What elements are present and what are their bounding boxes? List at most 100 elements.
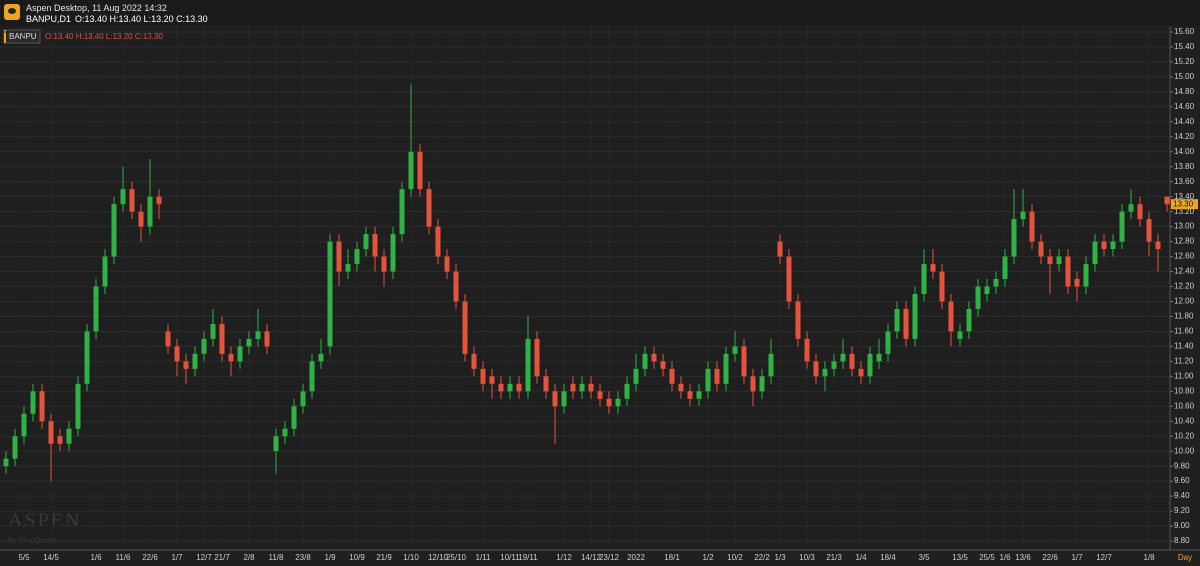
candle-body — [75, 383, 81, 429]
candle-body — [741, 346, 747, 377]
candle-body — [489, 376, 495, 384]
y-tick-label: 11.40 — [1174, 341, 1194, 350]
title-bar: Aspen Desktop, 11 Aug 2022 14:32 BANPU,D… — [0, 0, 1200, 26]
y-tick-label: 12.80 — [1174, 237, 1195, 246]
candle-body — [66, 428, 72, 444]
x-tick-label: 1/9 — [324, 553, 336, 562]
y-tick-label: 11.80 — [1174, 312, 1194, 321]
candle-body — [633, 368, 639, 384]
candle-body — [849, 353, 855, 369]
x-tick-label: 1/7 — [1071, 553, 1083, 562]
candle-body — [417, 151, 423, 190]
y-tick-label: 14.40 — [1174, 117, 1195, 126]
candle-body — [1065, 256, 1071, 287]
candle-body — [993, 279, 999, 287]
y-tick-label: 12.20 — [1174, 282, 1195, 291]
y-tick-label: 14.00 — [1174, 147, 1195, 156]
x-tick-label: 10/11 — [500, 553, 520, 562]
candle-body — [903, 308, 909, 339]
candle-body — [507, 383, 513, 392]
candle-body — [201, 338, 207, 354]
y-tick-label: 9.40 — [1174, 491, 1190, 500]
candle-body — [579, 383, 585, 392]
candle-body — [966, 308, 972, 332]
candle-body — [3, 458, 9, 467]
candle-body — [615, 398, 621, 407]
y-tick-label: 11.00 — [1174, 371, 1194, 380]
x-tick-label: 10/9 — [349, 553, 365, 562]
candle-body — [282, 428, 288, 437]
y-tick-label: 14.80 — [1174, 87, 1195, 96]
candle-body — [786, 256, 792, 302]
x-tick-label: 22/2 — [754, 553, 770, 562]
candle-body — [822, 368, 828, 377]
candle-body — [444, 256, 450, 272]
candle-body — [156, 196, 162, 205]
x-tick-label: 10/3 — [799, 553, 815, 562]
candle-body — [552, 391, 558, 407]
x-tick-label: 12/7 — [1096, 553, 1112, 562]
candle-body — [732, 346, 738, 354]
candle-body — [1092, 241, 1098, 265]
x-tick-label: 12/10 — [428, 553, 449, 562]
candle-body — [714, 368, 720, 384]
y-tick-label: 12.60 — [1174, 252, 1195, 261]
candle-body — [651, 353, 657, 362]
candle-body — [606, 398, 612, 407]
candle-body — [876, 353, 882, 362]
x-tick-label: 10/2 — [727, 553, 743, 562]
candle-body — [480, 368, 486, 384]
x-tick-label: 3/5 — [918, 553, 930, 562]
candle-body — [345, 264, 351, 272]
last-price-tag — [1171, 199, 1198, 210]
y-tick-label: 13.60 — [1174, 177, 1195, 186]
y-tick-label: 10.80 — [1174, 386, 1195, 395]
candle-body — [984, 286, 990, 294]
candle-body — [840, 353, 846, 362]
x-tick-label: 2/8 — [243, 553, 255, 562]
x-tick-label: 25/5 — [979, 553, 995, 562]
candle-body — [777, 241, 783, 257]
candle-body — [885, 331, 891, 354]
candle-body — [588, 383, 594, 392]
x-tick-label: 21/9 — [376, 553, 392, 562]
x-tick-label: 1/4 — [855, 553, 867, 562]
candle-body — [795, 301, 801, 339]
candle-body — [939, 271, 945, 302]
candle-body — [12, 436, 18, 459]
candle-body — [1101, 241, 1107, 250]
candle-body — [363, 234, 369, 250]
chart-ohlc: O:13.40 H:13.40 L:13.20 C:13.30 — [45, 32, 163, 41]
x-tick-label: 13/5 — [952, 553, 968, 562]
y-tick-label: 9.60 — [1174, 476, 1190, 485]
candle-body — [183, 361, 189, 369]
candle-body — [147, 196, 153, 227]
candle-body — [138, 211, 144, 227]
y-tick-label: 10.40 — [1174, 416, 1195, 425]
y-tick-label: 15.00 — [1174, 72, 1195, 81]
candle-body — [39, 391, 45, 422]
candle-body — [210, 323, 216, 339]
candle-body — [165, 331, 171, 347]
candle-body — [408, 151, 414, 190]
candle-body — [498, 383, 504, 392]
candle-body — [372, 234, 378, 257]
candle-body — [246, 338, 252, 347]
y-tick-label: 10.00 — [1174, 446, 1195, 455]
y-tick-label: 13.40 — [1174, 192, 1195, 201]
x-tick-label: 1/10 — [403, 553, 419, 562]
candle-body — [867, 353, 873, 377]
candle-body — [678, 383, 684, 392]
candle-body — [831, 361, 837, 369]
candle-body — [1083, 264, 1089, 287]
candle-body — [669, 368, 675, 384]
candle-body — [1074, 279, 1080, 287]
symbol-line: BANPU,D1 O:13.40 H:13.40 L:13.20 C:13.30 — [26, 14, 212, 24]
x-tick-label: 18/1 — [664, 553, 680, 562]
x-tick-label: 11/8 — [269, 553, 285, 562]
candle-body — [1164, 196, 1170, 205]
x-tick-label: 1/12 — [556, 553, 572, 562]
candle-body — [930, 264, 936, 272]
candle-body — [705, 368, 711, 392]
